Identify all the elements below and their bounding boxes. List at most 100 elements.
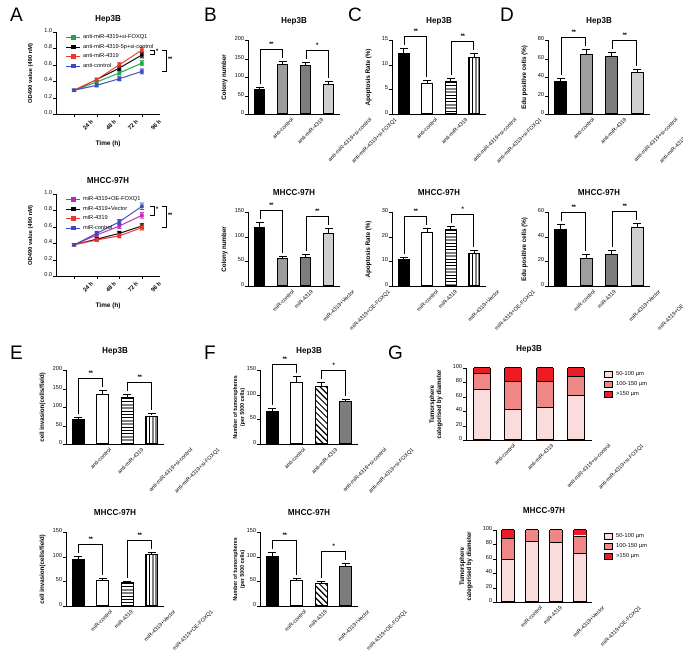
legend-marker <box>66 206 80 213</box>
x-axis-label: miR-control <box>284 609 309 633</box>
error-cap <box>633 223 642 224</box>
stacked-segment <box>574 529 586 536</box>
bracket-tick-right <box>473 213 475 247</box>
y-tick-label: 80 <box>455 378 462 385</box>
y-tick-label: 0.4 <box>44 77 52 84</box>
error-cap <box>470 52 479 54</box>
error-bar <box>126 394 128 397</box>
significance-mark: * <box>332 362 335 369</box>
legend-swatch <box>604 553 613 560</box>
stacked-bar-2 <box>535 367 554 440</box>
bar-0 <box>265 555 279 606</box>
x-axis-label: 24 h <box>82 119 95 132</box>
bracket-tick-right <box>426 36 428 77</box>
x-tick <box>119 114 121 117</box>
stacked-bar-1 <box>525 529 539 602</box>
bracket-bar <box>305 50 329 51</box>
y-tick-label: 20 <box>485 583 492 590</box>
bar-0 <box>71 419 85 444</box>
error-bar <box>320 381 322 387</box>
y-tick <box>53 48 56 50</box>
x-axis-label: miR-control <box>520 605 544 629</box>
y-tick-label: 0.0 <box>44 272 52 278</box>
significance-bracket <box>450 213 475 247</box>
error-bar <box>403 48 405 54</box>
bar-2 <box>605 55 619 114</box>
y-tick <box>257 556 260 558</box>
legend-item: 100-150 µm <box>604 380 676 389</box>
panel-letter-b: B <box>204 5 217 26</box>
chart-f-mhcc97h: MHCC-97H 0 50 100 150 Number of tumorspheres … <box>220 506 408 658</box>
y-tick <box>53 243 56 245</box>
y-tick-label: 0.6 <box>44 222 52 229</box>
y-axis <box>392 40 393 114</box>
bracket-tick-left <box>450 213 452 223</box>
y-tick-label: 100 <box>234 73 244 79</box>
panel-letter-g: G <box>388 343 403 364</box>
bracket-tick-left <box>127 382 129 392</box>
bracket-tick-left <box>611 40 613 50</box>
legend-swatch <box>604 381 613 388</box>
bar-0 <box>265 410 279 444</box>
error-bar <box>77 416 79 420</box>
bracket-tick-left <box>560 212 562 222</box>
bar-0 <box>71 559 85 606</box>
x-axis <box>392 114 486 115</box>
y-tick <box>257 606 260 607</box>
x-tick <box>141 114 143 117</box>
chart-c-mhcc97h: MHCC-97H 0 10 20 30 Apoptosis Rate (%) ** * miR-… <box>352 186 537 338</box>
bracket-tick-right <box>426 215 428 225</box>
y-tick <box>53 226 56 228</box>
error-cap <box>123 580 132 582</box>
stacked-bar-0 <box>472 367 491 440</box>
stacked-bar-0 <box>501 529 515 602</box>
y-axis <box>260 370 261 444</box>
significance-mark: ** <box>282 533 287 540</box>
y-tick <box>63 532 66 533</box>
y-axis-title: Tumorsphere categorised by diameter <box>460 531 473 601</box>
bar-3 <box>339 565 353 606</box>
x-axis-label: 96 h <box>150 281 163 294</box>
bar-2 <box>605 253 619 286</box>
error-bar <box>611 52 613 56</box>
y-tick <box>463 368 466 369</box>
legend-item: miR-4319+Vector <box>66 205 140 214</box>
significance-bracket <box>611 40 638 66</box>
y-tick <box>463 440 466 441</box>
stacked-segment <box>574 552 586 601</box>
error-cap <box>98 390 107 392</box>
significance-mark: ** <box>167 56 172 63</box>
x-tick <box>74 114 76 117</box>
x-axis-label: anti-miR-4319+si-control <box>148 447 195 493</box>
x-axis <box>66 606 164 607</box>
bar-0 <box>554 229 568 286</box>
bar-3 <box>322 83 335 114</box>
significance-mark: ** <box>282 357 287 364</box>
bracket-tick-left <box>305 216 307 252</box>
bracket-tick-right <box>295 364 297 374</box>
x-axis-label: miR-4319+OE-FOXQ1 <box>171 609 215 652</box>
bracket-arm-bottom <box>161 226 167 228</box>
y-tick-label: 0 <box>240 110 244 116</box>
y-tick-label: 50 <box>55 577 62 584</box>
y-axis-title: Number of tumorspheres (per 5000 cells) <box>233 537 246 601</box>
significance-bracket <box>272 364 297 406</box>
bar-2 <box>299 64 312 114</box>
legend-label: >150 µm <box>616 553 639 559</box>
significance-mark: ** <box>137 375 142 382</box>
bracket-tick-right <box>636 211 638 221</box>
y-tick <box>257 581 260 583</box>
y-tick-label: 0.4 <box>44 239 52 246</box>
y-tick-label: 150 <box>234 208 244 214</box>
x-axis-label: miR-4319+Vector <box>628 289 662 323</box>
stacked-segment <box>550 529 562 542</box>
bar-3 <box>322 232 335 286</box>
error-bar <box>560 224 562 230</box>
error-bar <box>320 580 322 584</box>
legend-swatch <box>604 391 613 398</box>
legend-item: anti-miR-4319+si-FOXQ1 <box>66 33 153 42</box>
y-tick-label: 40 <box>485 569 492 576</box>
bar-2 <box>444 80 457 114</box>
significance-bracket <box>127 539 152 578</box>
bracket-bar <box>259 210 283 212</box>
